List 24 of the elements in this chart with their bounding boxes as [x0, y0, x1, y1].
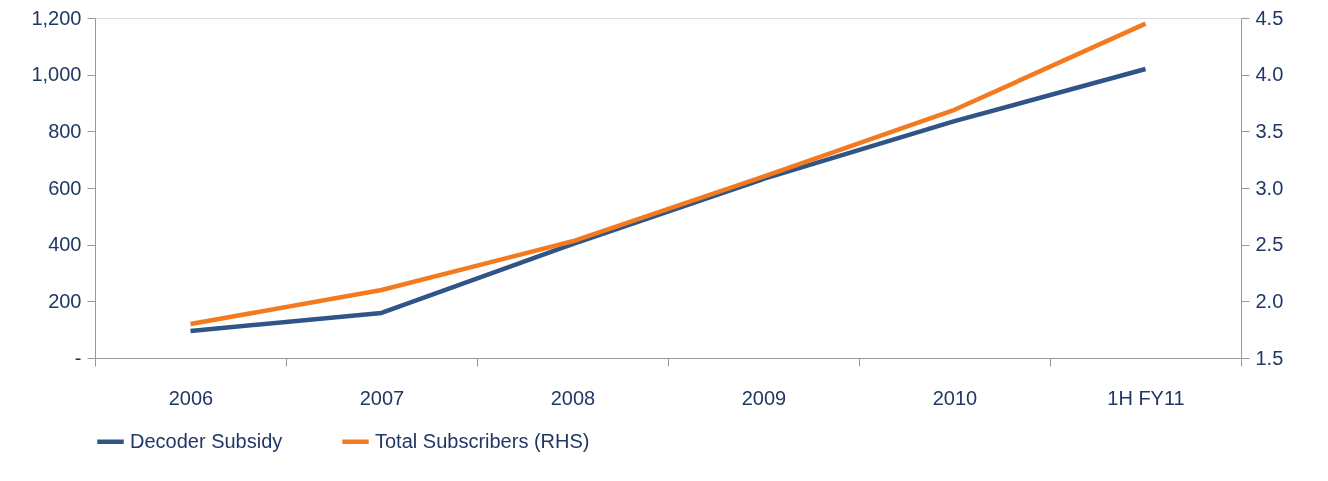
y2-tick-label: 2.0	[1255, 289, 1284, 312]
y-tick-label: 200	[48, 289, 82, 312]
x-tick-label: 2006	[168, 386, 214, 409]
y-tick-label: 1,000	[31, 63, 82, 86]
y2-tick-label: 3.5	[1255, 119, 1284, 142]
line-series	[188, 66, 1148, 334]
x-tick-label: 2008	[550, 386, 596, 409]
y-tick-label: 400	[48, 233, 82, 256]
y2-tick-label: 4.5	[1255, 6, 1284, 29]
y2-tick-label: 2.5	[1255, 233, 1284, 256]
y2-tick-label: 1.5	[1255, 346, 1284, 369]
legend-label: Total Subscribers (RHS)	[375, 429, 590, 452]
line-series	[188, 21, 1148, 327]
x-tick-label: 2010	[932, 386, 978, 409]
y-tick-label: 600	[48, 176, 82, 199]
y-tick-label: -	[74, 346, 82, 369]
x-tick-label: 2009	[741, 386, 787, 409]
x-tick-label: 2007	[359, 386, 405, 409]
y2-tick-label: 3.0	[1255, 176, 1284, 199]
y-tick-label: 800	[48, 119, 82, 142]
y-tick-label: 1,200	[31, 6, 82, 29]
x-tick-label: 1H FY11	[1107, 386, 1185, 409]
y2-tick-label: 4.0	[1255, 63, 1284, 86]
legend-label: Decoder Subsidy	[130, 429, 283, 452]
